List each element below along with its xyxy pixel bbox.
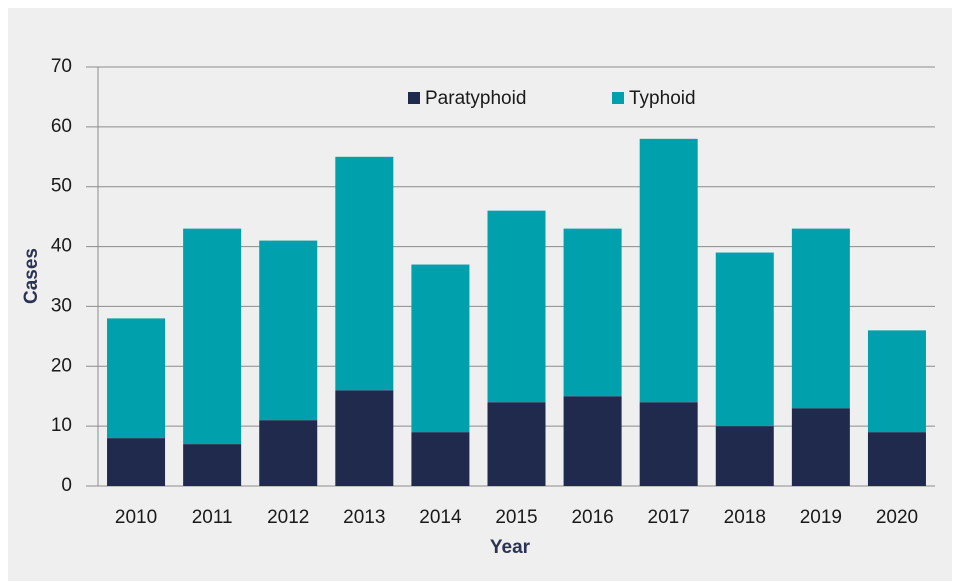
bar-segment [487, 210, 546, 403]
x-tick-label: 2018 [724, 507, 766, 528]
x-axis-title: Year [490, 537, 531, 558]
bar-segment [107, 318, 166, 439]
bar-segment [563, 396, 622, 486]
bar-segment [107, 438, 166, 486]
legend-swatch [612, 92, 624, 104]
y-tick-label: 10 [51, 415, 72, 436]
bar-segment [563, 228, 622, 397]
x-tick-label: 2012 [267, 507, 309, 528]
x-tick-label: 2010 [115, 507, 157, 528]
x-tick-label: 2019 [800, 507, 842, 528]
y-tick-label: 70 [51, 56, 72, 77]
y-tick-label: 40 [51, 236, 72, 257]
y-tick-label: 0 [61, 475, 72, 496]
bar-segment [715, 426, 774, 486]
y-axis-title: Cases [21, 248, 42, 304]
bar-segment [259, 240, 318, 421]
legend-label: Paratyphoid [425, 88, 526, 109]
x-tick-label: 2013 [343, 507, 385, 528]
x-tick-label: 2020 [876, 507, 918, 528]
bar-segment [639, 402, 698, 486]
bar-segment [867, 330, 926, 433]
y-tick-label: 60 [51, 116, 72, 137]
bar-segment [867, 432, 926, 486]
x-tick-label: 2011 [192, 507, 233, 528]
y-tick-label: 50 [51, 176, 72, 197]
x-tick-label: 2017 [648, 507, 690, 528]
bar-segment [183, 228, 242, 445]
bar-segment [183, 444, 242, 486]
bar-segment [335, 390, 394, 486]
bar-segment [715, 252, 774, 427]
y-tick-label: 20 [51, 355, 72, 376]
x-tick-label: 2015 [495, 507, 537, 528]
bar-segment [335, 156, 394, 391]
bar-segment [411, 432, 470, 486]
x-tick-label: 2016 [571, 507, 613, 528]
legend-label: Typhoid [629, 88, 696, 109]
bar-segment [411, 264, 470, 433]
y-tick-label: 30 [51, 295, 72, 316]
bar-segment [791, 408, 850, 486]
legend-swatch [408, 92, 420, 104]
x-tick-label: 2014 [419, 507, 462, 528]
bar-segment [639, 138, 698, 403]
bar-segment [259, 420, 318, 486]
bar-segment [487, 402, 546, 486]
bar-segment [791, 228, 850, 409]
